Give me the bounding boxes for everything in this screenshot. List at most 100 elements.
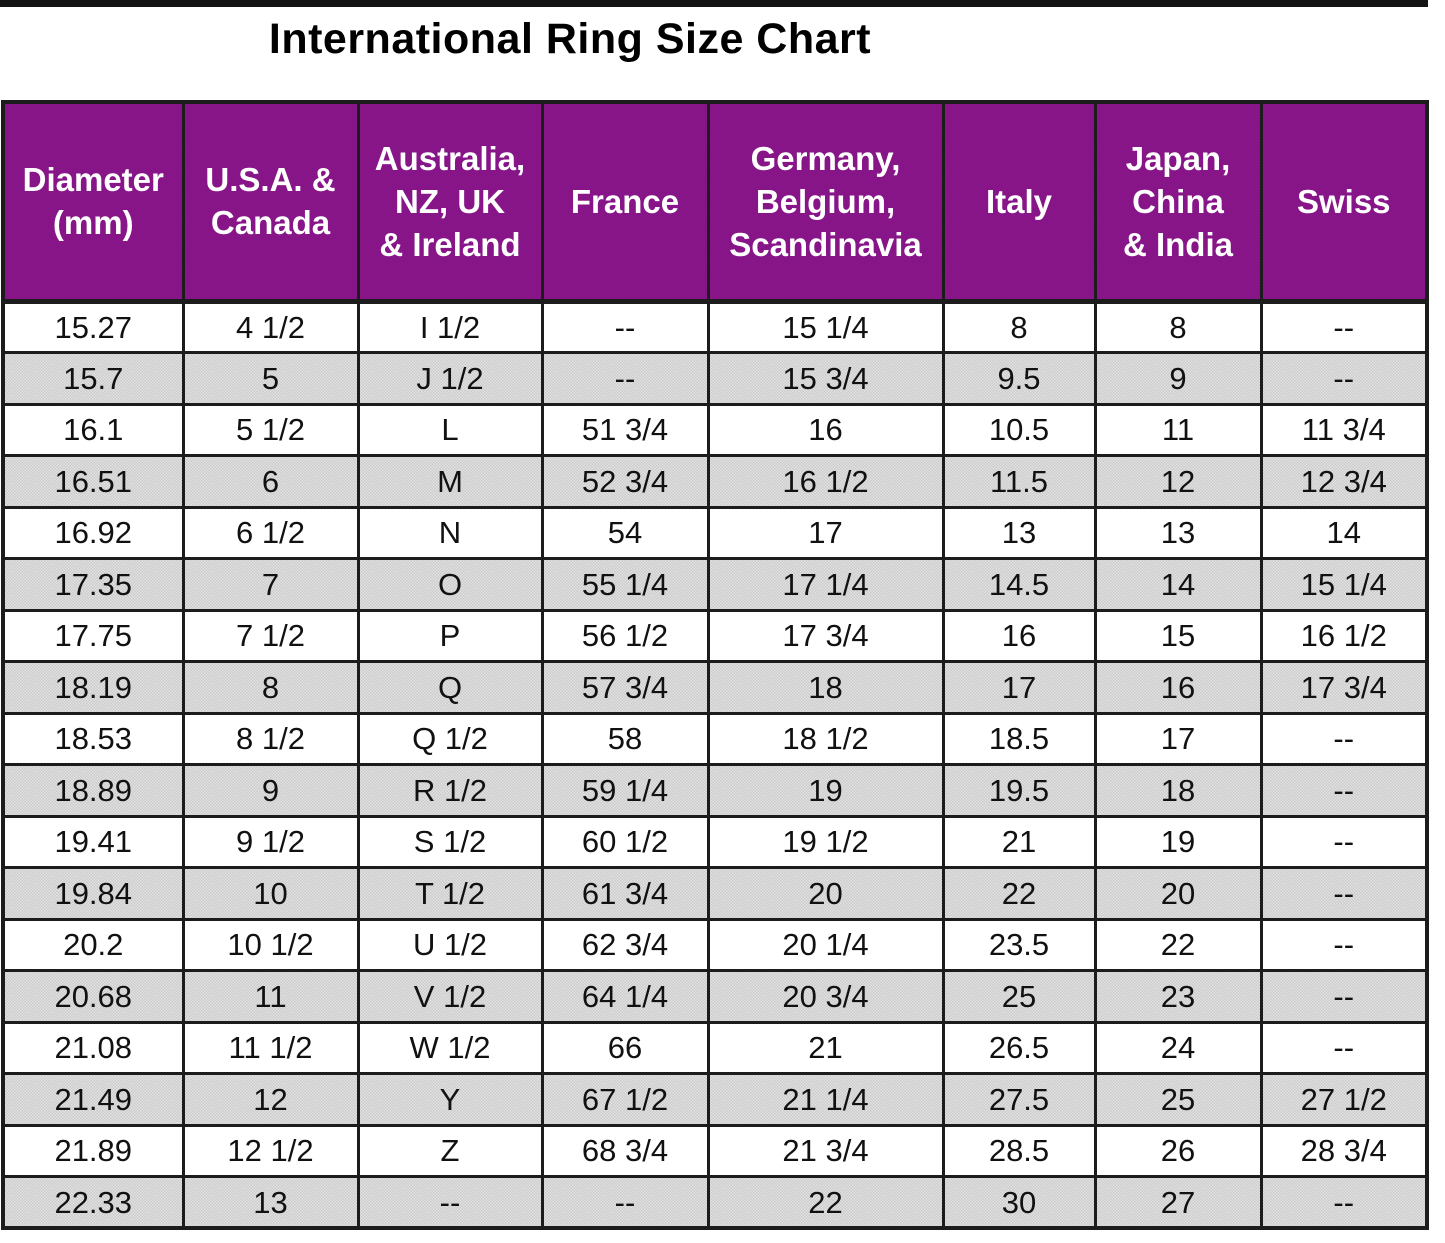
- cell: 28.5: [941, 1123, 1097, 1178]
- table-row: 15.27 4 1/2 I 1/2 -- 15 1/4 8 8 --: [1, 299, 1429, 354]
- cell: 20 1/4: [706, 917, 945, 972]
- cell: 7 1/2: [181, 608, 360, 663]
- cell: J 1/2: [356, 351, 544, 406]
- page-title: International Ring Size Chart: [268, 15, 872, 63]
- column-header-france: France: [540, 100, 710, 304]
- cell: 11 3/4: [1259, 402, 1429, 457]
- column-header-usa-canada: U.S.A. & Canada: [181, 100, 360, 304]
- cell: 21: [941, 814, 1097, 869]
- cell: 55 1/4: [540, 557, 710, 612]
- cell: --: [540, 1175, 710, 1230]
- cell: 9: [1093, 351, 1263, 406]
- table-row: 20.68 11 V 1/2 64 1/4 20 3/4 25 23 --: [1, 969, 1429, 1024]
- cell: 11: [1093, 402, 1263, 457]
- cell: U 1/2: [356, 917, 544, 972]
- cell: 20: [706, 866, 945, 921]
- cell: W 1/2: [356, 1020, 544, 1075]
- cell: 22: [941, 866, 1097, 921]
- cell: 28 3/4: [1259, 1123, 1429, 1178]
- cell: S 1/2: [356, 814, 544, 869]
- cell: --: [1259, 917, 1429, 972]
- cell: 19.5: [941, 763, 1097, 818]
- cell: 10: [181, 866, 360, 921]
- cell: 10.5: [941, 402, 1097, 457]
- column-header-italy: Italy: [941, 100, 1097, 304]
- cell: 8: [1093, 299, 1263, 354]
- cell: 25: [941, 969, 1097, 1024]
- cell: 15 1/4: [706, 299, 945, 354]
- table-row: 17.75 7 1/2 P 56 1/2 17 3/4 16 15 16 1/2: [1, 608, 1429, 663]
- cell: 14: [1259, 505, 1429, 560]
- cell: 20 3/4: [706, 969, 945, 1024]
- table-row: 19.84 10 T 1/2 61 3/4 20 22 20 --: [1, 866, 1429, 921]
- cell: 12: [1093, 454, 1263, 509]
- cell: 18: [1093, 763, 1263, 818]
- title-area: International Ring Size Chart: [0, 12, 1140, 100]
- cell: 11.5: [941, 454, 1097, 509]
- table-row: 16.92 6 1/2 N 54 17 13 13 14: [1, 505, 1429, 560]
- header-row: Diameter (mm) U.S.A. & Canada Australia, NZ, …: [1, 100, 1429, 304]
- cell: Q: [356, 660, 544, 715]
- cell: 60 1/2: [540, 814, 710, 869]
- cell: 59 1/4: [540, 763, 710, 818]
- cell: 52 3/4: [540, 454, 710, 509]
- cell: 22.33: [1, 1175, 185, 1230]
- cell: 15: [1093, 608, 1263, 663]
- cell: 56 1/2: [540, 608, 710, 663]
- table-row: 18.53 8 1/2 Q 1/2 58 18 1/2 18.5 17 --: [1, 711, 1429, 766]
- table-row: 21.49 12 Y 67 1/2 21 1/4 27.5 25 27 1/2: [1, 1072, 1429, 1127]
- cell: 15 3/4: [706, 351, 945, 406]
- cell: M: [356, 454, 544, 509]
- cell: 27: [1093, 1175, 1263, 1230]
- cell: 27 1/2: [1259, 1072, 1429, 1127]
- cell: V 1/2: [356, 969, 544, 1024]
- column-header-diameter-mm: Diameter (mm): [1, 100, 185, 304]
- cell: --: [1259, 866, 1429, 921]
- cell: 5: [181, 351, 360, 406]
- cell: 7: [181, 557, 360, 612]
- cell: 11: [181, 969, 360, 1024]
- cell: --: [1259, 969, 1429, 1024]
- cell: I 1/2: [356, 299, 544, 354]
- cell: 16: [1093, 660, 1263, 715]
- cell: --: [1259, 711, 1429, 766]
- cell: L: [356, 402, 544, 457]
- table-row: 17.35 7 O 55 1/4 17 1/4 14.5 14 15 1/4: [1, 557, 1429, 612]
- cell: 19: [1093, 814, 1263, 869]
- cell: --: [540, 351, 710, 406]
- cell: 17: [1093, 711, 1263, 766]
- cell: 61 3/4: [540, 866, 710, 921]
- cell: 16: [706, 402, 945, 457]
- cell: 14.5: [941, 557, 1097, 612]
- cell: 20.68: [1, 969, 185, 1024]
- cell: 17 3/4: [1259, 660, 1429, 715]
- cell: --: [356, 1175, 544, 1230]
- cell: 15.27: [1, 299, 185, 354]
- cell: 17: [941, 660, 1097, 715]
- cell: --: [1259, 814, 1429, 869]
- cell: 17.75: [1, 608, 185, 663]
- cell: --: [1259, 763, 1429, 818]
- table-row: 21.08 11 1/2 W 1/2 66 21 26.5 24 --: [1, 1020, 1429, 1075]
- table-row: 22.33 13 -- -- 22 30 27 --: [1, 1175, 1429, 1230]
- cell: 30: [941, 1175, 1097, 1230]
- cell: 17.35: [1, 557, 185, 612]
- cell: 27.5: [941, 1072, 1097, 1127]
- cell: 17 3/4: [706, 608, 945, 663]
- cell: 8: [181, 660, 360, 715]
- cell: 20: [1093, 866, 1263, 921]
- cell: 26.5: [941, 1020, 1097, 1075]
- cell: 18: [706, 660, 945, 715]
- cell: 18.53: [1, 711, 185, 766]
- column-header-germany-belgium-scandinavia: Germany, Belgium, Scandinavia: [706, 100, 945, 304]
- cell: 25: [1093, 1072, 1263, 1127]
- cell: 6 1/2: [181, 505, 360, 560]
- cell: 68 3/4: [540, 1123, 710, 1178]
- cell: 16: [941, 608, 1097, 663]
- cell: 19: [706, 763, 945, 818]
- cell: 13: [1093, 505, 1263, 560]
- cell: 12 3/4: [1259, 454, 1429, 509]
- table-body: 15.27 4 1/2 I 1/2 -- 15 1/4 8 8 -- 15.7 5 J 1/2 -- 1…: [1, 299, 1429, 1230]
- cell: 5 1/2: [181, 402, 360, 457]
- cell: 16 1/2: [1259, 608, 1429, 663]
